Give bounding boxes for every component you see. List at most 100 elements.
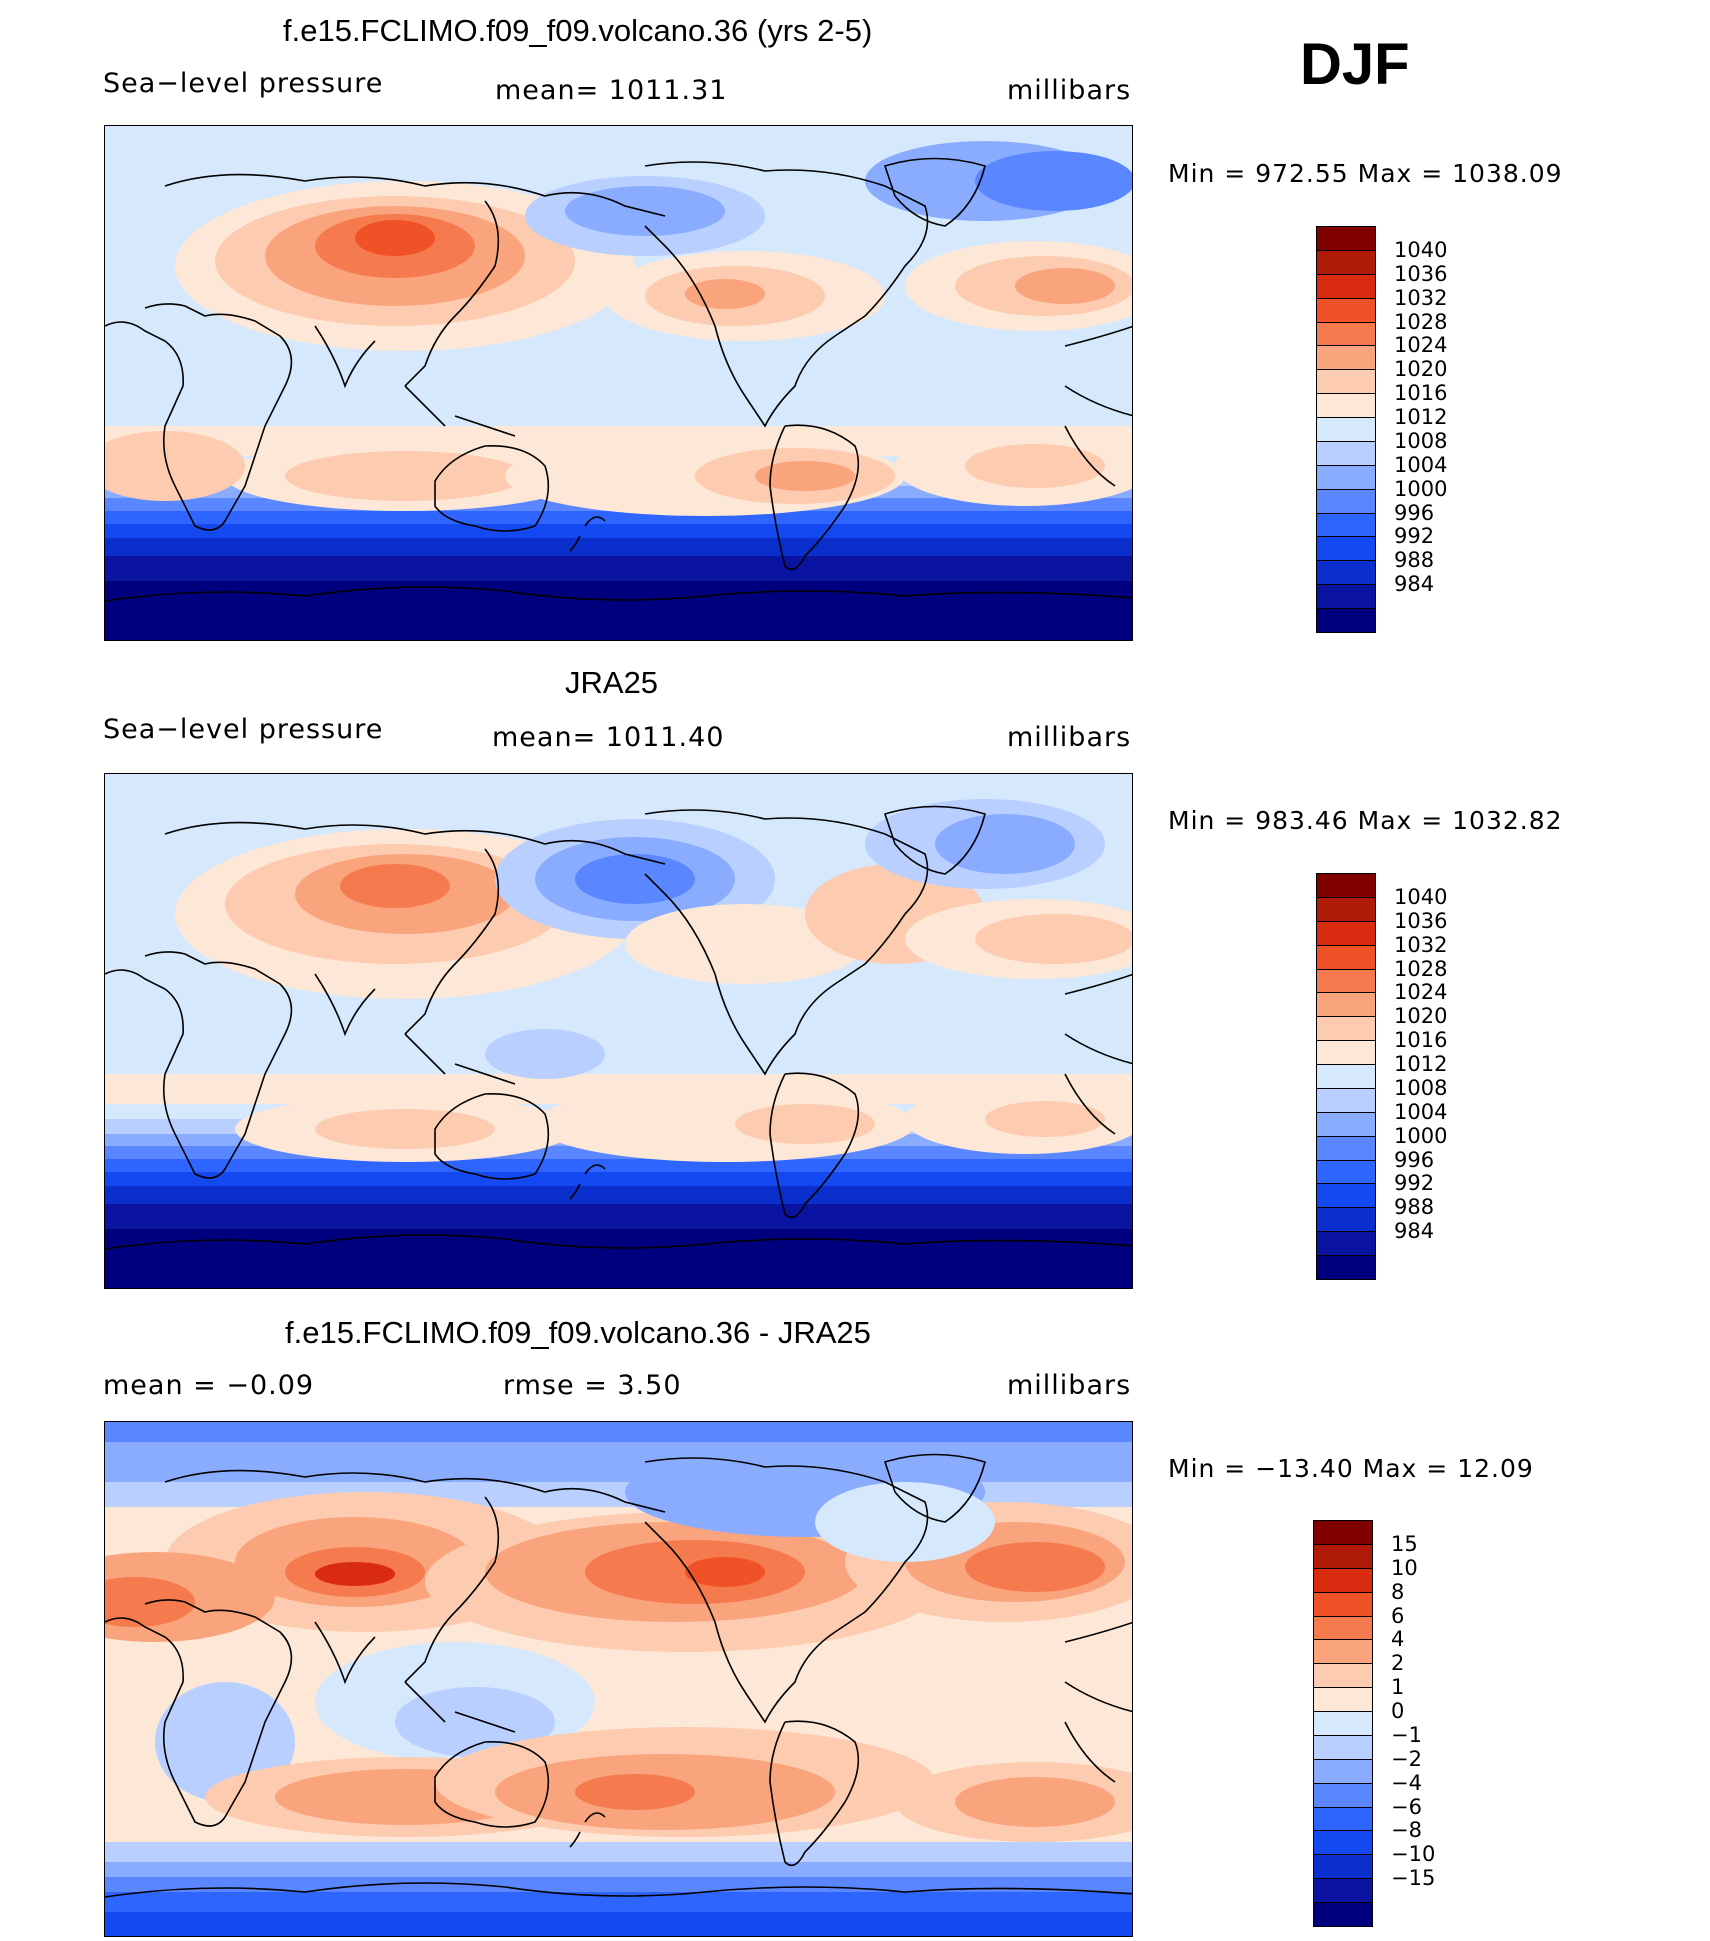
panel2-map: [104, 773, 1133, 1289]
colorbar-tick-label: 4: [1391, 1627, 1405, 1652]
colorbar-swatch: [1316, 992, 1376, 1018]
colorbar-swatch: [1316, 273, 1376, 299]
colorbar-tick-label: 992: [1394, 1171, 1435, 1196]
panel3-title: f.e15.FCLIMO.f09_f09.volcano.36 - JRA25: [285, 1315, 871, 1350]
colorbar-tick-label: 1020: [1394, 357, 1448, 382]
colorbar-swatch: [1316, 584, 1376, 610]
colorbar-swatch: [1313, 1663, 1373, 1689]
panel2-units: millibars: [1007, 722, 1132, 753]
panel2-field: [105, 774, 1132, 1288]
colorbar-swatch: [1313, 1639, 1373, 1665]
colorbar-swatch: [1313, 1806, 1373, 1832]
colorbar-swatch: [1313, 1543, 1373, 1569]
colorbar-tick-label: 1036: [1394, 261, 1448, 286]
colorbar-tick-label: 1032: [1394, 932, 1448, 957]
colorbar-tick-label: 984: [1394, 1219, 1435, 1244]
colorbar-swatch: [1313, 1711, 1373, 1736]
colorbar-swatch: [1313, 1878, 1373, 1904]
colorbar-swatch: [1316, 369, 1376, 395]
colorbar-tick-label: 996: [1394, 500, 1435, 525]
panel1-title: f.e15.FCLIMO.f09_f09.volcano.36 (yrs 2-5…: [283, 13, 873, 48]
colorbar-swatch: [1316, 1040, 1376, 1066]
colorbar-tick-label: 1016: [1394, 381, 1448, 406]
colorbar-tick-label: 1008: [1394, 428, 1448, 453]
colorbar-tick-label: 1000: [1394, 1123, 1448, 1148]
colorbar-swatch: [1316, 226, 1376, 251]
colorbar-tick-label: 1000: [1394, 476, 1448, 501]
panel1-variable: Sea−level pressure: [103, 68, 384, 99]
colorbar-swatch: [1316, 297, 1376, 323]
colorbar-swatch: [1313, 1687, 1373, 1713]
colorbar-swatch: [1316, 464, 1376, 490]
colorbar-swatch: [1316, 1183, 1376, 1209]
colorbar-swatch: [1316, 608, 1376, 633]
colorbar-tick-label: −2: [1391, 1746, 1422, 1771]
colorbar-swatch: [1316, 1016, 1376, 1042]
colorbar-swatch: [1313, 1520, 1373, 1545]
colorbar-tick-label: 1016: [1394, 1028, 1448, 1053]
colorbar-swatch: [1316, 1231, 1376, 1257]
colorbar-tick-label: 8: [1391, 1579, 1405, 1604]
season-label: DJF: [1300, 32, 1410, 97]
colorbar-tick-label: 15: [1391, 1531, 1418, 1556]
colorbar-tick-label: −1: [1391, 1722, 1422, 1747]
colorbar-swatch: [1316, 393, 1376, 419]
colorbar-swatch: [1316, 873, 1376, 898]
colorbar-swatch: [1316, 1207, 1376, 1233]
colorbar-tick-label: 996: [1394, 1147, 1435, 1172]
colorbar-tick-label: 1028: [1394, 309, 1448, 334]
panel3-units: millibars: [1007, 1370, 1132, 1401]
colorbar-tick-label: 1004: [1394, 1099, 1448, 1124]
panel2-title: JRA25: [565, 665, 659, 700]
colorbar-swatch: [1313, 1615, 1373, 1641]
colorbar-tick-label: 1024: [1394, 333, 1448, 358]
panel3-field: [105, 1422, 1132, 1936]
panel3-rmse: rmse = 3.50: [503, 1370, 682, 1401]
colorbar-swatch: [1316, 249, 1376, 275]
panel1-units: millibars: [1007, 75, 1132, 106]
panel2-variable: Sea−level pressure: [103, 714, 384, 745]
colorbar-tick-label: 1012: [1394, 1052, 1448, 1077]
panel2-colorbar: 1040 1036 1032 1028 1024 1020 1016 1012 1008 1004…: [1316, 873, 1476, 1280]
panel1-field: [105, 126, 1132, 640]
colorbar-tick-label: 1040: [1394, 237, 1448, 262]
panel1-minmax: Min = 972.55 Max = 1038.09: [1168, 159, 1563, 188]
colorbar-tick-label: 988: [1394, 1195, 1435, 1220]
colorbar-swatch: [1316, 321, 1376, 347]
colorbar-tick-label: 984: [1394, 572, 1435, 597]
colorbar-tick-label: −6: [1391, 1794, 1422, 1819]
panel3-colorbar: 15 10 8 6 4 2 1 0 −1 −2 −4 −6 −8 −10 −15: [1313, 1520, 1473, 1927]
colorbar-swatch: [1313, 1854, 1373, 1880]
panel2-mean: mean= 1011.40: [492, 722, 725, 753]
colorbar-swatch: [1313, 1830, 1373, 1856]
colorbar-tick-label: 2: [1391, 1651, 1405, 1676]
colorbar-tick-label: 1040: [1394, 884, 1448, 909]
colorbar-swatch: [1313, 1758, 1373, 1784]
colorbar-swatch: [1316, 440, 1376, 466]
panel3-minmax: Min = −13.40 Max = 12.09: [1168, 1454, 1534, 1483]
colorbar-tick-label: 1036: [1394, 908, 1448, 933]
colorbar-swatch: [1316, 1064, 1376, 1089]
panel1-mean: mean= 1011.31: [495, 75, 728, 106]
panel3-mean: mean = −0.09: [103, 1370, 315, 1401]
colorbar-swatch: [1316, 920, 1376, 946]
colorbar-swatch: [1316, 560, 1376, 586]
panel1-colorbar: 1040 1036 1032 1028 1024 1020 1016 1012 1008 1004…: [1316, 226, 1476, 633]
colorbar-swatch: [1316, 1111, 1376, 1137]
colorbar-swatch: [1316, 536, 1376, 562]
colorbar-tick-label: 988: [1394, 548, 1435, 573]
colorbar-swatch: [1313, 1567, 1373, 1593]
colorbar-swatch: [1316, 944, 1376, 970]
colorbar-tick-label: 10: [1391, 1555, 1418, 1580]
colorbar-tick-label: −15: [1391, 1866, 1436, 1891]
colorbar-swatch: [1316, 512, 1376, 538]
colorbar-tick-label: 1004: [1394, 452, 1448, 477]
colorbar-swatch: [1316, 896, 1376, 922]
colorbar-swatch: [1313, 1902, 1373, 1927]
colorbar-tick-label: 1024: [1394, 980, 1448, 1005]
colorbar-swatch: [1316, 1255, 1376, 1280]
panel2-minmax: Min = 983.46 Max = 1032.82: [1168, 806, 1563, 835]
colorbar-tick-label: 1028: [1394, 956, 1448, 981]
colorbar-swatch: [1316, 1159, 1376, 1185]
colorbar-tick-label: 0: [1391, 1699, 1405, 1724]
